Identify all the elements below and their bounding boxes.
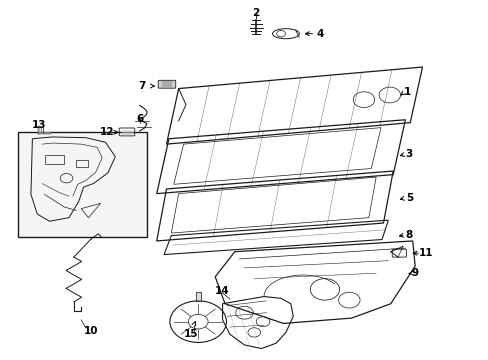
Text: 8: 8 <box>405 230 412 240</box>
Text: 10: 10 <box>83 326 98 336</box>
Bar <box>44 155 64 164</box>
Text: 1: 1 <box>404 87 410 97</box>
Bar <box>76 159 88 167</box>
FancyBboxPatch shape <box>158 80 175 88</box>
Polygon shape <box>195 292 200 301</box>
Text: 2: 2 <box>252 8 259 18</box>
Text: 9: 9 <box>411 268 418 278</box>
Polygon shape <box>38 126 50 134</box>
Text: 15: 15 <box>183 329 198 339</box>
Text: 3: 3 <box>405 149 412 159</box>
Text: 5: 5 <box>405 193 412 203</box>
Bar <box>18 132 147 237</box>
Text: 6: 6 <box>136 114 143 124</box>
Text: 11: 11 <box>418 248 433 258</box>
Text: 12: 12 <box>100 127 114 137</box>
Text: 7: 7 <box>138 81 145 91</box>
Text: 13: 13 <box>31 121 46 130</box>
Text: 4: 4 <box>316 29 323 39</box>
Text: 14: 14 <box>215 286 229 296</box>
Polygon shape <box>122 130 132 134</box>
